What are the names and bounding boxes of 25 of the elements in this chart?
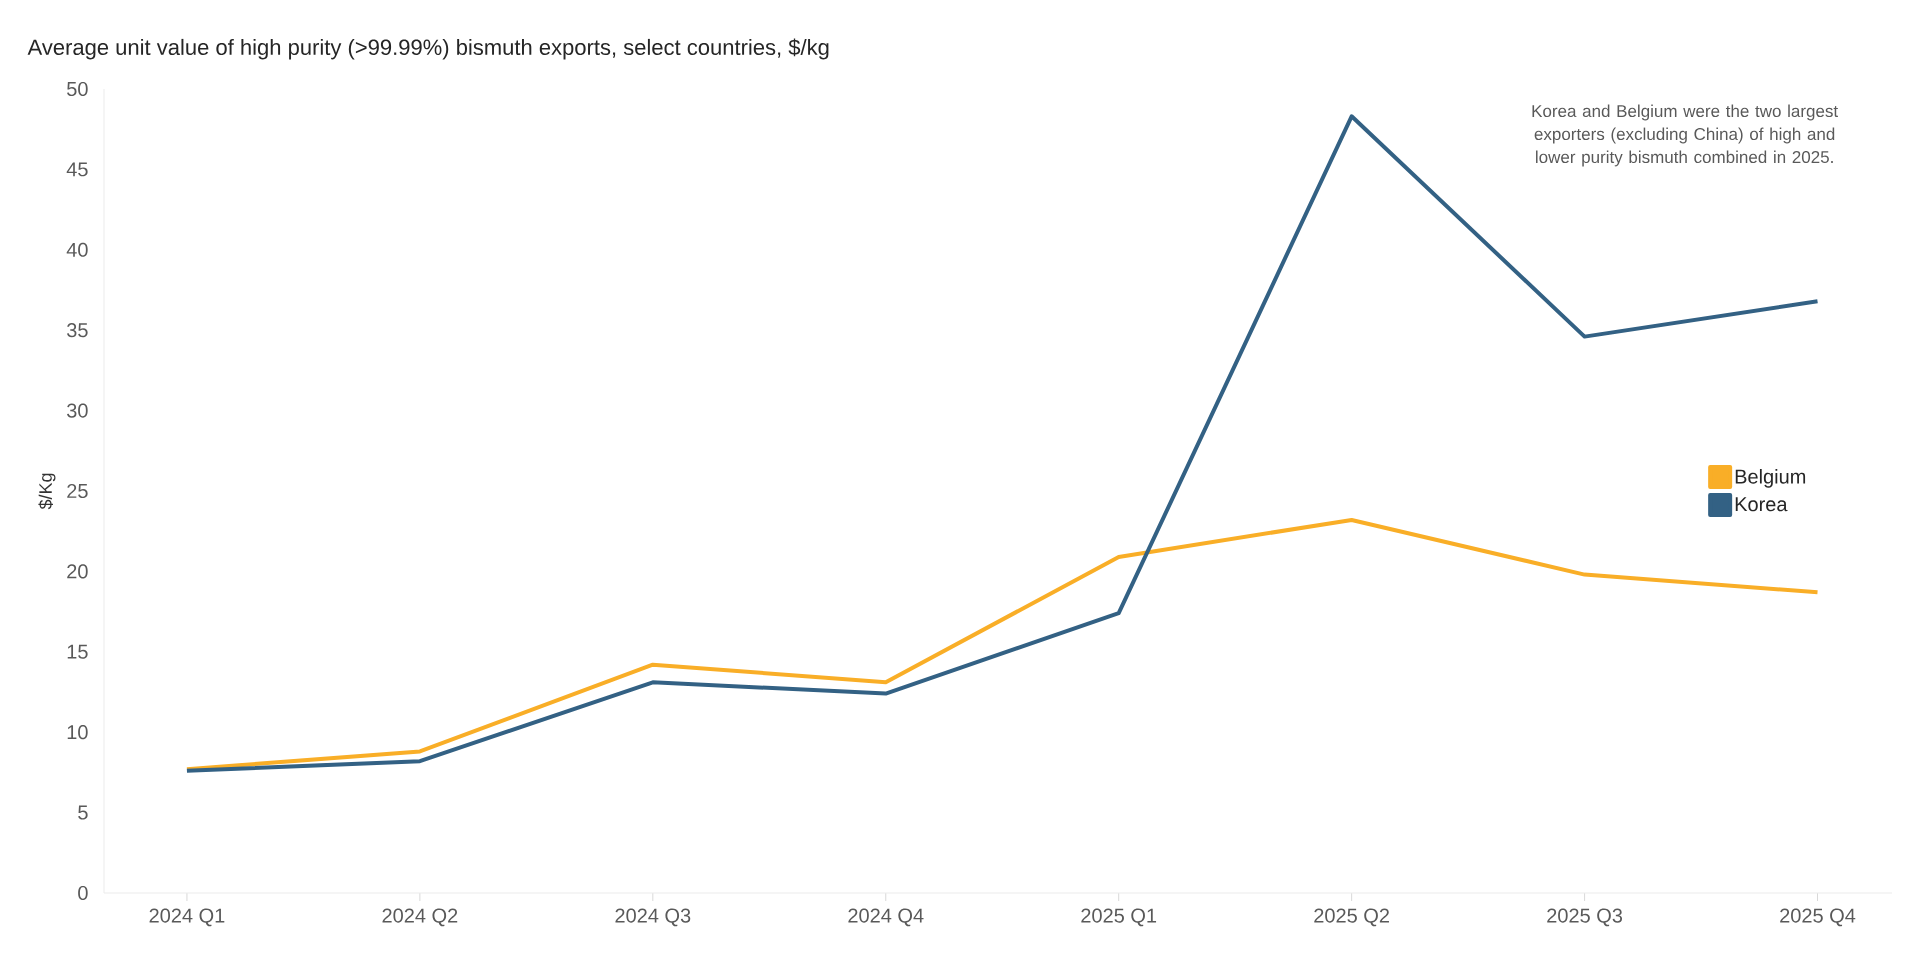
x-tick-label: 2025 Q2 — [1314, 908, 1389, 927]
y-tick-label: 0 — [78, 885, 88, 901]
y-tick-label: 20 — [67, 564, 88, 579]
y-tick-label: 5 — [78, 805, 88, 820]
x-tick-label: 2024 Q3 — [615, 908, 691, 927]
x-tick-label: 2025 Q4 — [1780, 908, 1856, 927]
y-tick-label: 35 — [67, 323, 88, 338]
x-tick-label: 2024 Q2 — [382, 908, 458, 927]
y-tick-label: 45 — [66, 162, 88, 177]
chart-title: Average unit value of high purity (>99.99%) bismuth exports, select countries, $/kg — [27, 38, 829, 60]
y-axis-title: $/Kg — [38, 473, 56, 510]
y-tick-label: 15 — [67, 644, 88, 659]
legend-label: Belgium — [1735, 468, 1806, 488]
legend-label: Korea — [1735, 497, 1788, 512]
annotation: Korea and Belgium were the two largest exporters (excluding China) of high and lower purity bismuth combined in 2025. — [1532, 104, 1839, 167]
x-tick-label: 2025 Q3 — [1547, 908, 1623, 927]
y-tick-label: 40 — [66, 242, 88, 257]
x-tick-label: 2025 Q1 — [1081, 908, 1157, 927]
x-tick-label: 2024 Q4 — [848, 908, 924, 927]
y-tick-label: 25 — [67, 483, 88, 499]
y-tick-label: 50 — [67, 81, 88, 97]
y-tick-label: 30 — [67, 403, 88, 418]
line-series — [184, 517, 1820, 772]
y-tick-label: 10 — [67, 725, 88, 740]
x-tick-label: 2024 Q1 — [149, 908, 225, 927]
